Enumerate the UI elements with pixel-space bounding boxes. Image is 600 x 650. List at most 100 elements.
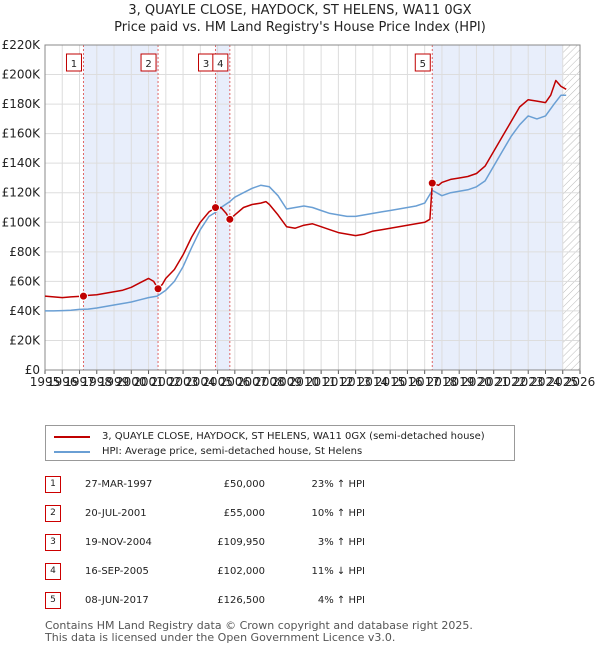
x-tick-label: 2013: [340, 375, 371, 389]
x-tick-label: 2026: [565, 375, 596, 389]
x-tick-label: 2020: [461, 375, 492, 389]
sale-point: [427, 178, 437, 188]
y-tick-label: £180K: [2, 97, 42, 111]
plot-frame: [44, 44, 581, 371]
y-tick-label: £220K: [2, 38, 42, 52]
sale-price: £55,000: [223, 508, 265, 519]
x-tick-label: 2001: [133, 375, 164, 389]
footer: Contains HM Land Registry data © Crown c…: [45, 620, 473, 644]
legend-swatch-property: [54, 435, 90, 438]
y-tick-label: £0: [25, 363, 40, 377]
sale-point: [211, 203, 221, 213]
sale-price: £50,000: [223, 479, 265, 490]
legend-label-hpi: HPI: Average price, semi-detached house,…: [102, 446, 363, 457]
sale-point: [153, 284, 163, 294]
x-tick-label: 2022: [496, 375, 527, 389]
table-row: 2 20-JUL-2001 £55,000 10% ↑ HPI: [45, 499, 365, 528]
sale-number-label: 1: [71, 59, 77, 70]
sale-hpi-diff: 11% ↓ HPI: [311, 566, 365, 577]
y-tick-label: £60K: [9, 274, 41, 288]
property-price-line: [44, 79, 567, 299]
sale-number-box: [414, 53, 431, 72]
x-tick-label: 2015: [375, 375, 406, 389]
sale-hpi-diff: 23% ↑ HPI: [311, 479, 365, 490]
sale-price: £102,000: [217, 566, 265, 577]
x-tick-label: 1997: [64, 375, 95, 389]
sale-point: [78, 291, 88, 301]
legend-item-hpi: HPI: Average price, semi-detached house,…: [54, 446, 362, 457]
table-row: 5 08-JUN-2017 £126,500 4% ↑ HPI: [45, 586, 365, 615]
sale-date: 20-JUL-2001: [85, 508, 147, 519]
footer-licence: This data is licensed under the Open Gov…: [45, 631, 396, 644]
ownership-period-shade: [215, 45, 230, 370]
sale-marker-badge: 5: [45, 592, 61, 609]
table-row: 1 27-MAR-1997 £50,000 23% ↑ HPI: [45, 470, 365, 499]
sale-marker-badge: 3: [45, 534, 61, 551]
sale-marker-badge: 1: [45, 476, 61, 493]
sale-point: [225, 214, 235, 224]
chart-title: 3, QUAYLE CLOSE, HAYDOCK, ST HELENS, WA1…: [128, 3, 472, 18]
sale-price: £109,950: [217, 537, 265, 548]
sale-date: 19-NOV-2004: [85, 537, 152, 548]
sale-date: 08-JUN-2017: [85, 595, 149, 606]
sale-number-box: [140, 53, 157, 72]
x-tick-label: 2025: [547, 375, 578, 389]
x-tick-label: 2004: [185, 375, 216, 389]
x-tick-label: 2021: [478, 375, 509, 389]
sale-hpi-diff: 10% ↑ HPI: [311, 508, 365, 519]
x-tick-label: 1995: [30, 375, 61, 389]
x-tick-label: 2006: [220, 375, 251, 389]
price-chart: £0 £20K £40K £60K £80K £100K £120K £140K £160K £1…: [2, 38, 596, 389]
x-tick-label: 2010: [289, 375, 320, 389]
x-tick-label: 2005: [202, 375, 233, 389]
x-tick-label: 2012: [323, 375, 354, 389]
sale-number-box: [212, 53, 229, 72]
sale-number-label: 2: [145, 59, 151, 70]
sale-number-label: 3: [203, 59, 209, 70]
sale-hpi-diff: 4% ↑ HPI: [317, 595, 365, 606]
sale-date: 16-SEP-2005: [85, 566, 149, 577]
x-tick-label: 2011: [306, 375, 337, 389]
sale-hpi-diff: 3% ↑ HPI: [317, 537, 365, 548]
y-tick-label: £140K: [2, 156, 42, 170]
x-tick-label: 2002: [151, 375, 182, 389]
y-tick-label: £100K: [2, 215, 42, 229]
legend-item-property: 3, QUAYLE CLOSE, HAYDOCK, ST HELENS, WA1…: [54, 431, 485, 442]
x-tick-label: 1998: [82, 375, 113, 389]
sale-marker-badge: 4: [45, 563, 61, 580]
future-period-hatch: [562, 45, 580, 370]
x-tick-label: 2008: [254, 375, 285, 389]
sale-number-label: 4: [217, 59, 223, 70]
y-tick-label: £80K: [9, 245, 41, 259]
y-tick-label: £200K: [2, 68, 42, 82]
x-tick-label: 2017: [409, 375, 440, 389]
ownership-period-shade: [432, 45, 563, 370]
footer-copyright: Contains HM Land Registry data © Crown c…: [45, 619, 473, 632]
x-tick-label: 2016: [392, 375, 423, 389]
x-tick-label: 1999: [99, 375, 130, 389]
sale-date: 27-MAR-1997: [85, 479, 153, 490]
x-tick-label: 2019: [444, 375, 475, 389]
legend-swatch-hpi: [54, 450, 90, 453]
table-row: 4 16-SEP-2005 £102,000 11% ↓ HPI: [45, 557, 365, 586]
sale-marker-badge: 2: [45, 505, 61, 522]
table-row: 3 19-NOV-2004 £109,950 3% ↑ HPI: [45, 528, 365, 557]
x-tick-label: 2007: [237, 375, 268, 389]
y-tick-label: £120K: [2, 186, 42, 200]
x-tick-label: 1996: [47, 375, 78, 389]
chart-legend: 3, QUAYLE CLOSE, HAYDOCK, ST HELENS, WA1…: [45, 425, 515, 461]
ownership-period-shade: [83, 45, 159, 370]
sale-price: £126,500: [217, 595, 265, 606]
x-tick-label: 2014: [358, 375, 389, 389]
sales-table: 1 27-MAR-1997 £50,000 23% ↑ HPI 2 20-JUL…: [45, 470, 365, 615]
x-tick-label: 2018: [427, 375, 458, 389]
sale-number-box: [65, 53, 82, 72]
legend-label-property: 3, QUAYLE CLOSE, HAYDOCK, ST HELENS, WA1…: [102, 431, 485, 442]
y-tick-label: £20K: [9, 333, 41, 347]
chart-subtitle: Price paid vs. HM Land Registry's House …: [114, 20, 486, 35]
x-tick-label: 2000: [116, 375, 147, 389]
y-tick-label: £40K: [9, 304, 41, 318]
x-tick-label: 2024: [530, 375, 561, 389]
x-tick-label: 2003: [168, 375, 199, 389]
y-tick-label: £160K: [2, 127, 42, 141]
